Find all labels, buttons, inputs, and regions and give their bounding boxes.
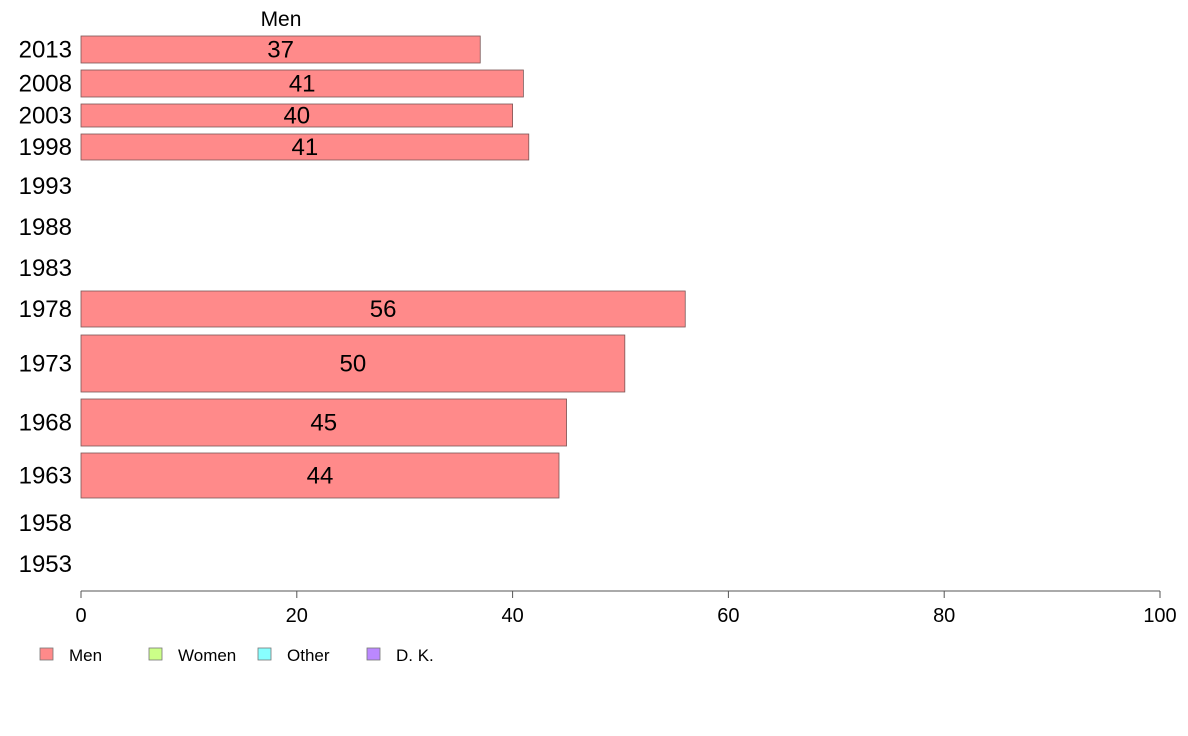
y-tick-label-1968: 1968 (19, 410, 72, 437)
x-tick-label-0: 0 (75, 605, 86, 627)
y-tick-label-1973: 1973 (19, 351, 72, 378)
bar-value-label-1963: 44 (307, 463, 334, 490)
bar-value-label-1978: 56 (370, 296, 397, 323)
y-tick-label-1978: 1978 (19, 296, 72, 323)
bar-1998 (80, 133, 530, 161)
legend-label-other: Other (287, 646, 330, 665)
bar-value-label-1998: 41 (292, 134, 319, 161)
legend: Men Women Other D. K. (39, 646, 434, 665)
y-tick-label-1953: 1953 (19, 551, 72, 578)
bar-2008 (80, 69, 524, 98)
y-tick-label-1993: 1993 (19, 173, 72, 200)
y-tick-label-1963: 1963 (19, 463, 72, 490)
bar-value-label-2003: 40 (283, 103, 310, 130)
bar-value-label-1973: 50 (340, 351, 367, 378)
bar-value-label-2008: 41 (289, 71, 316, 98)
x-tick-label-40: 40 (501, 605, 523, 627)
bar-2013 (80, 35, 481, 64)
y-tick-label-1958: 1958 (19, 510, 72, 537)
bar-2003 (80, 103, 514, 128)
bar-1963 (80, 452, 560, 499)
y-tick-label-1988: 1988 (19, 214, 72, 241)
legend-swatch-women (148, 647, 163, 661)
y-axis-labels: 2013 2008 2003 1998 1993 1988 1983 1978 1973 1968… (19, 37, 72, 579)
y-tick-label-1983: 1983 (19, 255, 72, 282)
bar-1968 (80, 398, 567, 447)
legend-label-women: Women (178, 646, 236, 665)
legend-label-d-k: D. K. (396, 646, 434, 665)
bar-value-label-2013: 37 (267, 37, 294, 64)
y-tick-label-2003: 2003 (19, 103, 72, 130)
y-tick-label-2013: 2013 (19, 37, 72, 64)
bar-1973 (80, 334, 626, 393)
bar-value-label-1968: 45 (310, 410, 337, 437)
x-tick-label-80: 80 (933, 605, 955, 627)
y-tick-label-1998: 1998 (19, 134, 72, 161)
x-tick-label-100: 100 (1143, 605, 1176, 627)
legend-label-men: Men (69, 646, 102, 665)
x-tick-label-20: 20 (286, 605, 308, 627)
column-title: Men (261, 8, 302, 31)
bar-1978 (80, 290, 686, 328)
x-axis-ticks: 0 20 40 60 80 100 (75, 591, 1177, 627)
x-tick-label-60: 60 (717, 605, 739, 627)
legend-swatch-men (39, 647, 54, 661)
legend-swatch-other (257, 647, 272, 661)
y-tick-label-2008: 2008 (19, 71, 72, 98)
bars-group: 37 41 40 41 56 50 45 44 (80, 35, 686, 499)
legend-swatch-d-k (366, 647, 381, 661)
